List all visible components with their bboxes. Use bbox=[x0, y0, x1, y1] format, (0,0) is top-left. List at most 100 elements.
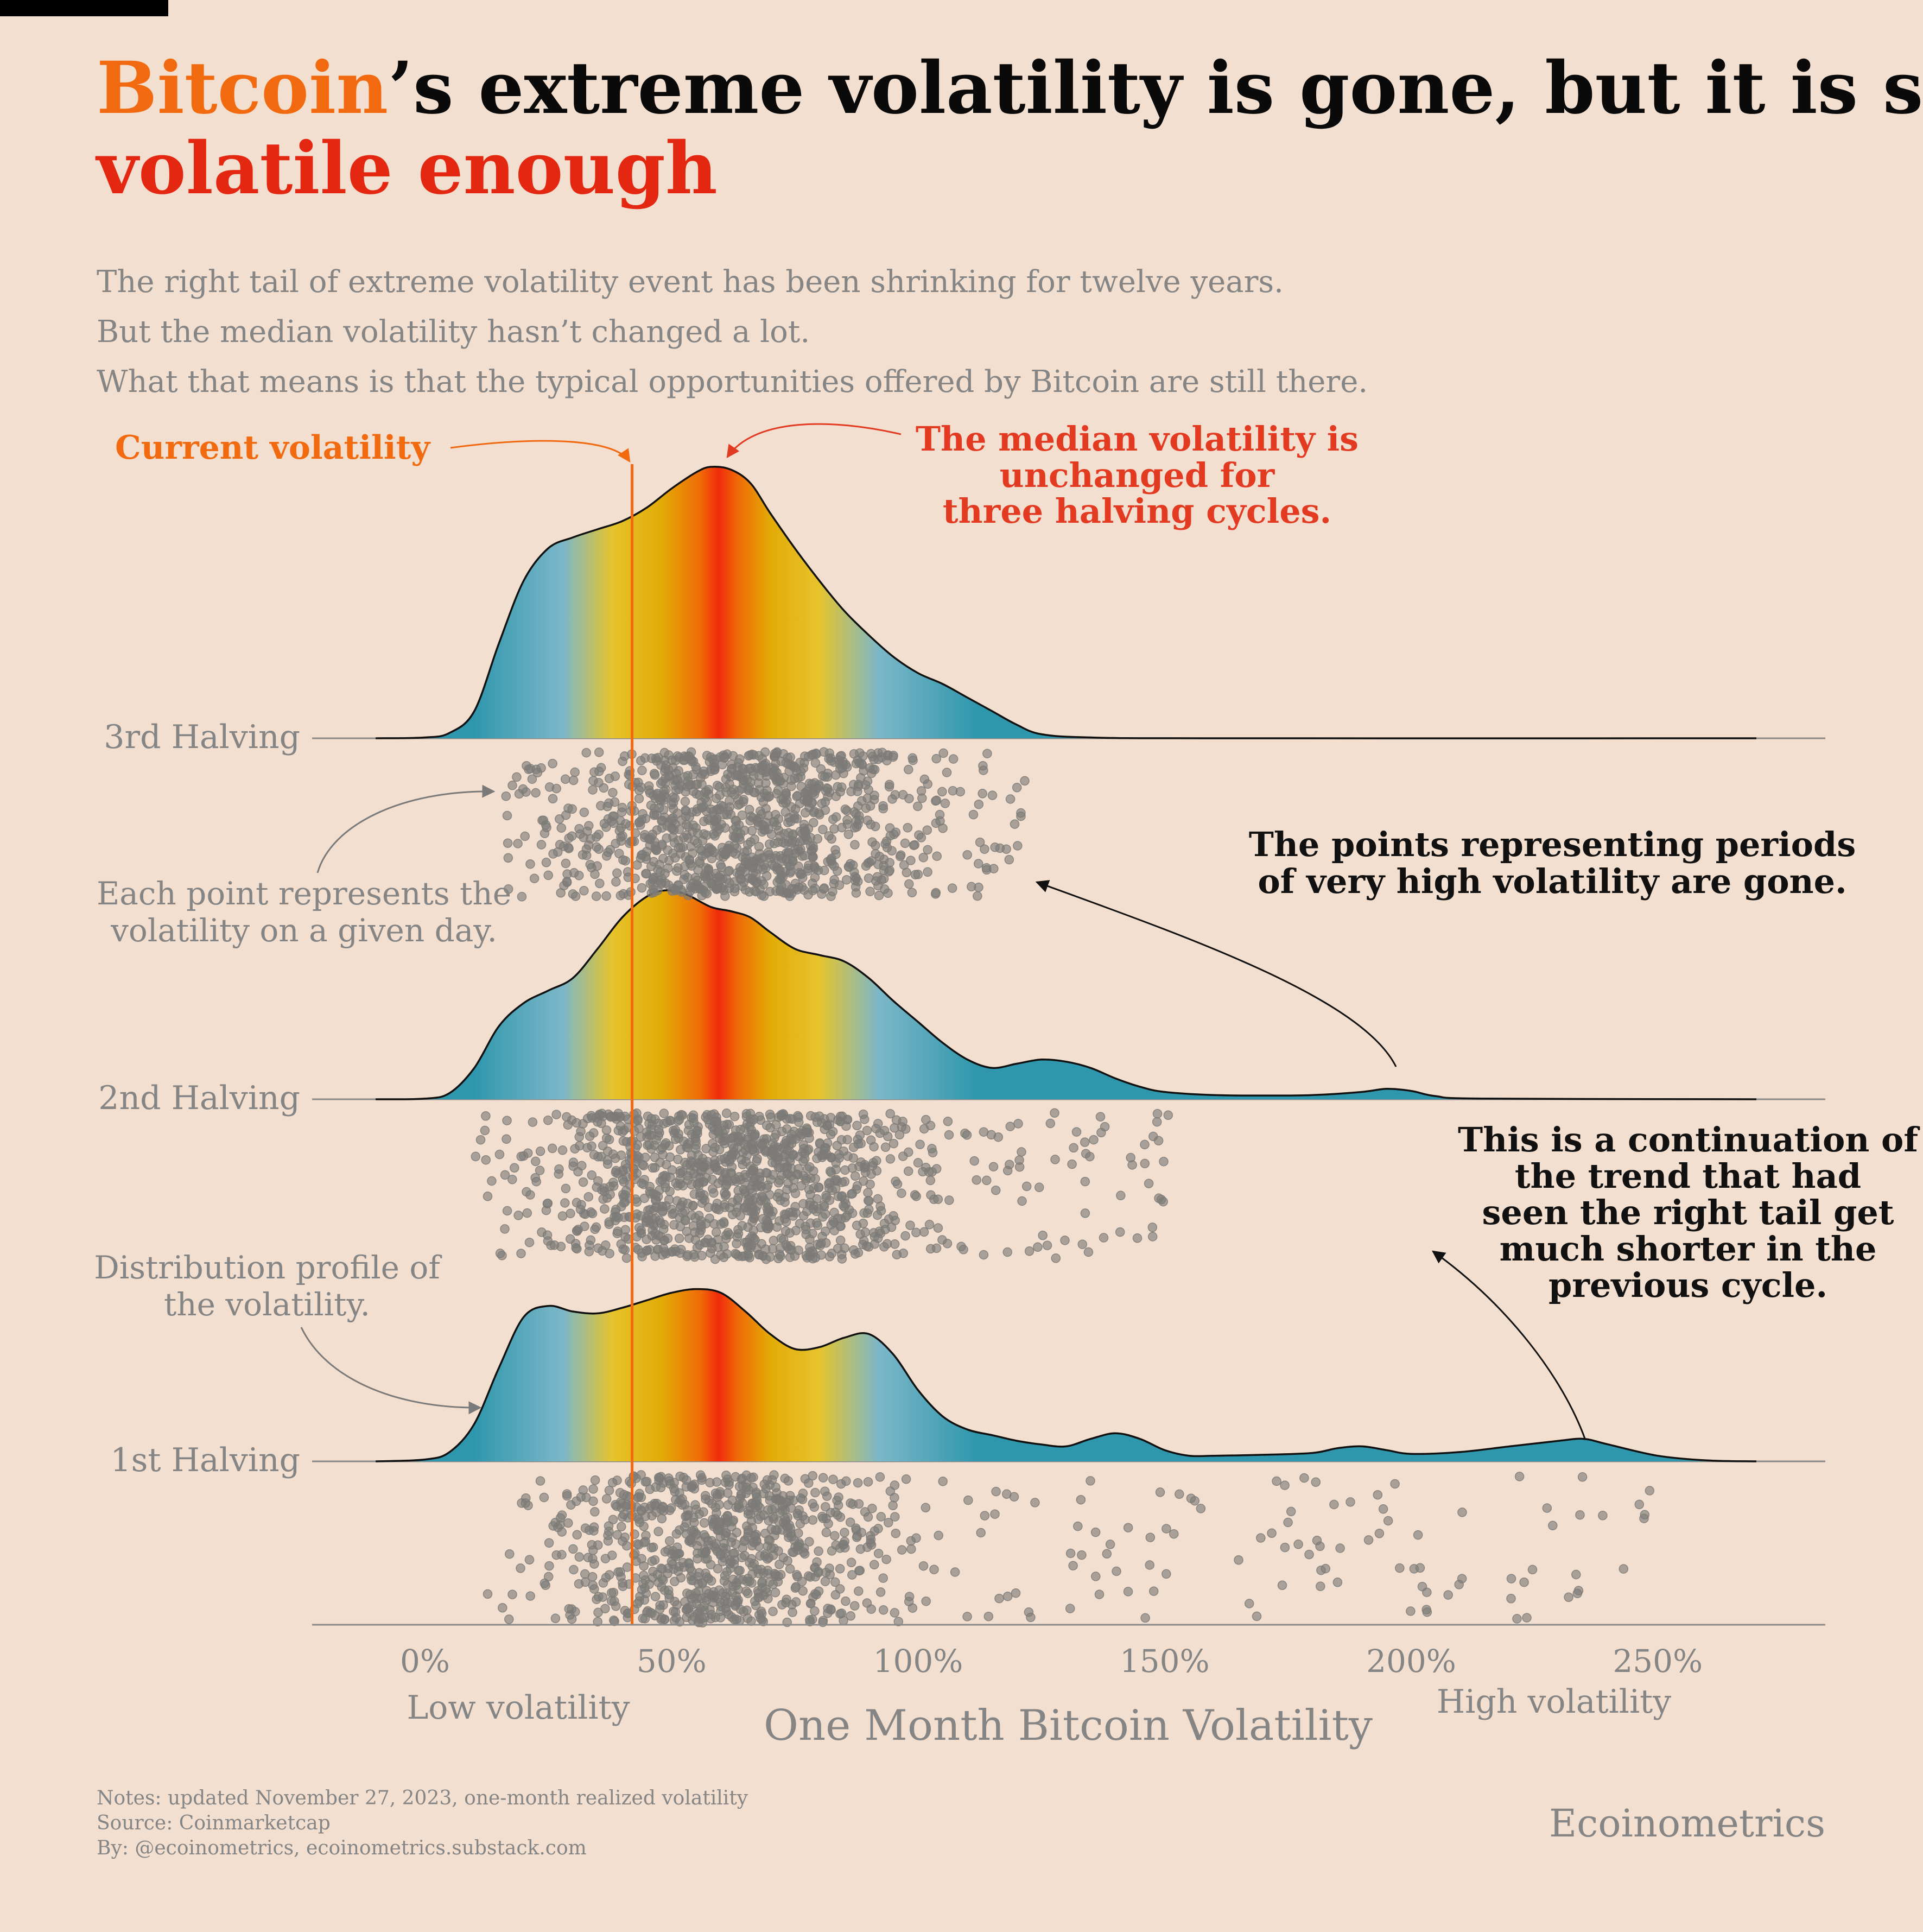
data-point bbox=[725, 1559, 735, 1569]
data-point bbox=[784, 1520, 795, 1530]
data-point bbox=[1186, 1493, 1196, 1503]
data-point bbox=[819, 883, 829, 893]
data-point bbox=[805, 1189, 815, 1200]
data-point bbox=[507, 781, 517, 790]
data-point bbox=[898, 1248, 909, 1258]
data-point bbox=[1085, 1151, 1095, 1162]
data-point bbox=[769, 763, 779, 773]
data-point bbox=[504, 1614, 514, 1624]
data-point bbox=[483, 1192, 493, 1201]
data-point bbox=[1169, 1529, 1179, 1539]
data-point bbox=[607, 1550, 617, 1560]
data-point bbox=[978, 789, 987, 799]
data-point bbox=[612, 1228, 622, 1238]
data-point bbox=[861, 861, 871, 871]
data-point bbox=[722, 1249, 732, 1259]
data-point bbox=[667, 1204, 677, 1214]
data-point bbox=[921, 1503, 931, 1513]
data-point bbox=[594, 1109, 605, 1119]
data-point bbox=[689, 835, 700, 846]
high-points-arrow bbox=[1035, 880, 1397, 1067]
data-point bbox=[757, 809, 766, 819]
data-point bbox=[830, 845, 840, 855]
data-point bbox=[814, 780, 824, 790]
data-point bbox=[990, 1509, 1000, 1519]
data-point bbox=[1619, 1564, 1629, 1574]
data-point bbox=[1280, 1480, 1290, 1490]
data-point bbox=[610, 797, 620, 807]
footer-notes: Notes: updated November 27, 2023, one-mo… bbox=[97, 1787, 748, 1809]
data-point bbox=[707, 1138, 718, 1149]
data-point bbox=[763, 824, 773, 834]
data-point bbox=[751, 1182, 761, 1192]
data-point bbox=[619, 1177, 629, 1187]
data-point bbox=[1390, 1479, 1400, 1489]
continuation-label-line-4: much shorter in the bbox=[1500, 1229, 1877, 1269]
data-point bbox=[771, 851, 781, 861]
data-point bbox=[682, 1588, 692, 1598]
data-point bbox=[956, 1241, 966, 1252]
halving-label: 1st Halving bbox=[110, 1441, 300, 1479]
data-point bbox=[535, 1146, 545, 1156]
data-point bbox=[650, 1163, 660, 1173]
data-point bbox=[608, 1515, 618, 1525]
data-point bbox=[641, 869, 651, 879]
data-point bbox=[589, 1150, 599, 1160]
data-point bbox=[693, 1548, 702, 1558]
data-point bbox=[875, 1201, 885, 1212]
data-point bbox=[633, 1245, 643, 1255]
data-point bbox=[608, 1149, 618, 1160]
data-point bbox=[890, 1512, 900, 1522]
data-point bbox=[788, 829, 798, 839]
data-point bbox=[639, 1175, 649, 1184]
data-point bbox=[833, 1192, 843, 1201]
data-point bbox=[1598, 1511, 1608, 1521]
data-point bbox=[1522, 1613, 1532, 1623]
data-point bbox=[842, 815, 852, 825]
data-point bbox=[1575, 1510, 1585, 1520]
ridge-densities bbox=[376, 465, 1757, 1462]
data-point bbox=[633, 777, 643, 788]
data-point bbox=[590, 1475, 600, 1485]
data-point bbox=[594, 767, 604, 776]
data-point bbox=[931, 796, 941, 806]
data-point bbox=[557, 1145, 568, 1155]
data-point bbox=[893, 1617, 904, 1626]
data-point bbox=[870, 1560, 879, 1570]
data-point bbox=[616, 1572, 626, 1582]
data-point bbox=[613, 1125, 624, 1136]
data-point bbox=[979, 1250, 989, 1260]
data-point bbox=[731, 1580, 741, 1591]
data-point bbox=[818, 825, 828, 834]
data-point bbox=[567, 1604, 576, 1614]
data-point bbox=[681, 820, 691, 829]
page-title: Bitcoin’s extreme volatility is gone, bu… bbox=[97, 46, 1923, 130]
data-point bbox=[568, 775, 579, 786]
data-point bbox=[632, 1209, 642, 1219]
subtitle-line-1: The right tail of extreme volatility eve… bbox=[97, 264, 1284, 300]
data-point bbox=[644, 1130, 655, 1140]
data-point bbox=[884, 782, 894, 792]
data-point bbox=[502, 810, 512, 821]
data-point bbox=[668, 804, 678, 814]
data-point bbox=[735, 1566, 745, 1575]
data-point bbox=[551, 783, 561, 794]
data-point bbox=[906, 1544, 916, 1554]
data-point bbox=[850, 872, 860, 882]
data-point bbox=[713, 1563, 723, 1574]
data-point bbox=[835, 1236, 846, 1245]
data-point bbox=[818, 1513, 828, 1523]
data-point bbox=[783, 1476, 794, 1486]
data-point bbox=[608, 818, 619, 828]
halving-label: 2nd Halving bbox=[98, 1079, 300, 1117]
data-point bbox=[888, 1138, 899, 1149]
data-point bbox=[702, 1110, 712, 1120]
data-point bbox=[599, 783, 609, 793]
data-point bbox=[1332, 1578, 1343, 1587]
data-point bbox=[1395, 1563, 1405, 1573]
data-point bbox=[536, 840, 547, 850]
data-point bbox=[640, 1477, 650, 1487]
data-point bbox=[653, 1118, 663, 1128]
data-point bbox=[775, 1507, 785, 1517]
